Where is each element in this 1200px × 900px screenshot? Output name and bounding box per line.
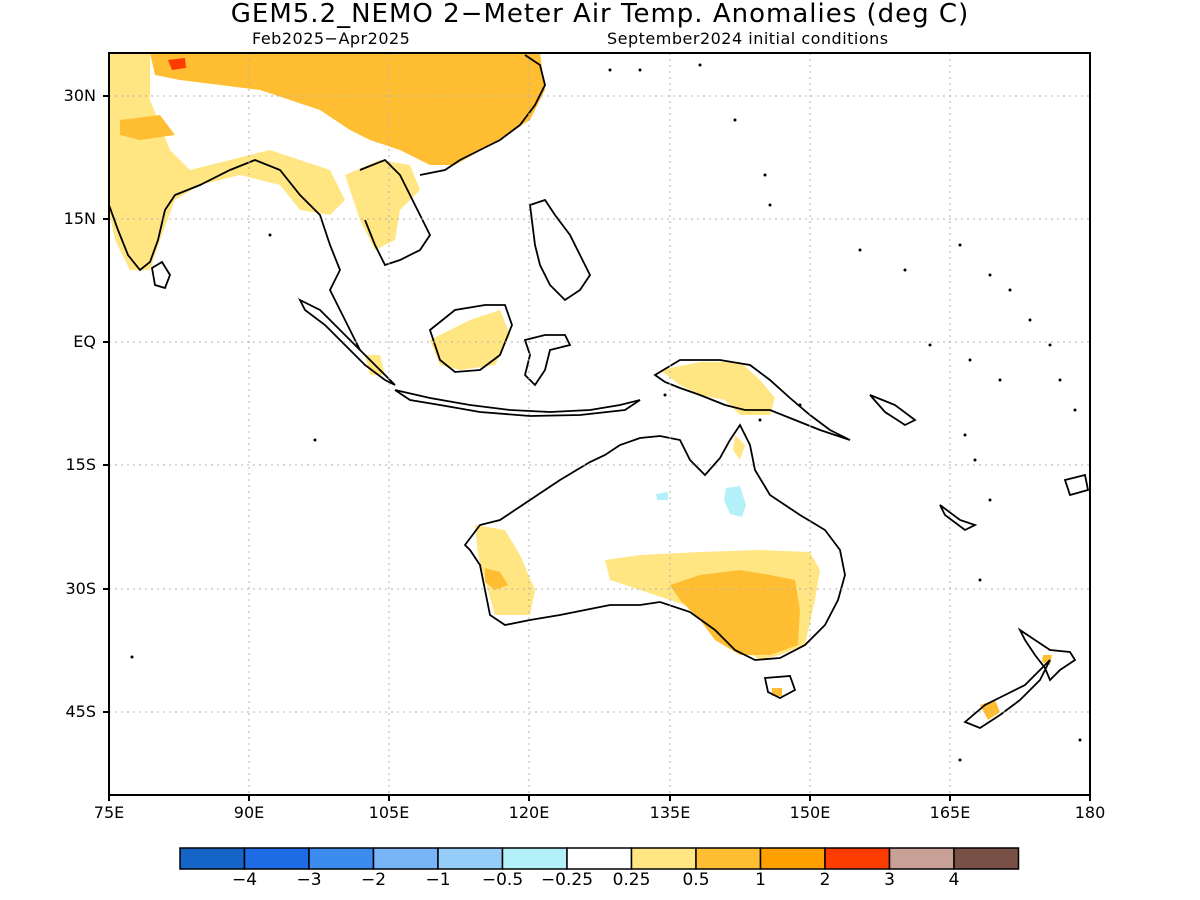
anomaly-2-3 bbox=[168, 58, 186, 70]
initial-conditions: September2024 initial conditions bbox=[607, 29, 889, 48]
colorbar-swatch-12 bbox=[953, 847, 1020, 870]
colorbar-label-7: 0.5 bbox=[682, 870, 710, 890]
lon-label-105e: 105E bbox=[368, 803, 410, 822]
colorbar-swatch-2 bbox=[308, 847, 375, 870]
colorbar-label-5: −0.25 bbox=[540, 870, 594, 890]
lat-label-eq: EQ bbox=[73, 332, 96, 351]
colorbar-label-1: −3 bbox=[296, 870, 322, 890]
lat-label-30n: 30N bbox=[63, 86, 96, 105]
lat-label-30s: 30S bbox=[65, 579, 96, 598]
colorbar-swatch-9 bbox=[759, 847, 826, 870]
lat-label-15n: 15N bbox=[63, 209, 96, 228]
graticule bbox=[109, 53, 1090, 795]
axis-ticks bbox=[103, 95, 1091, 801]
anomaly-neg-0.5-0.25 bbox=[656, 486, 746, 517]
lon-label-150e: 150E bbox=[789, 803, 831, 822]
colorbar-label-11: 4 bbox=[948, 870, 960, 890]
lon-label-75e: 75E bbox=[93, 803, 125, 822]
colorbar-label-10: 3 bbox=[884, 870, 895, 890]
small-islands bbox=[130, 63, 1082, 762]
lon-label-135e: 135E bbox=[649, 803, 691, 822]
colorbar-swatch-10 bbox=[824, 847, 891, 870]
colorbar-swatch-4 bbox=[437, 847, 504, 870]
map-title: GEM5.2_NEMO 2−Meter Air Temp. Anomalies … bbox=[230, 0, 970, 29]
lon-label-90e: 90E bbox=[233, 803, 265, 822]
map-content bbox=[109, 53, 1090, 762]
colorbar-swatch-11 bbox=[888, 847, 955, 870]
colorbar-label-4: −0.5 bbox=[481, 870, 524, 890]
lon-label-180: 180 bbox=[1074, 803, 1106, 822]
colorbar-label-3: −1 bbox=[425, 870, 451, 890]
colorbar-swatch-6 bbox=[566, 847, 633, 870]
colorbar bbox=[179, 847, 1020, 870]
forecast-period: Feb2025−Apr2025 bbox=[252, 29, 411, 48]
lat-label-15s: 15S bbox=[65, 455, 96, 474]
map-frame bbox=[108, 52, 1091, 796]
lon-label-165e: 165E bbox=[929, 803, 971, 822]
colorbar-swatch-1 bbox=[243, 847, 310, 870]
lat-label-45s: 45S bbox=[65, 702, 96, 721]
colorbar-swatch-5 bbox=[501, 847, 568, 870]
colorbar-swatch-3 bbox=[372, 847, 439, 870]
colorbar-swatch-7 bbox=[630, 847, 697, 870]
colorbar-swatch-0 bbox=[179, 847, 246, 870]
colorbar-label-6: 0.25 bbox=[612, 870, 651, 890]
colorbar-label-9: 2 bbox=[819, 870, 831, 890]
coastlines bbox=[109, 54, 1090, 730]
lon-label-120e: 120E bbox=[508, 803, 550, 822]
colorbar-swatch-8 bbox=[695, 847, 762, 870]
colorbar-label-8: 1 bbox=[755, 870, 766, 890]
colorbar-label-0: −4 bbox=[231, 870, 258, 890]
colorbar-label-2: −2 bbox=[360, 870, 387, 890]
